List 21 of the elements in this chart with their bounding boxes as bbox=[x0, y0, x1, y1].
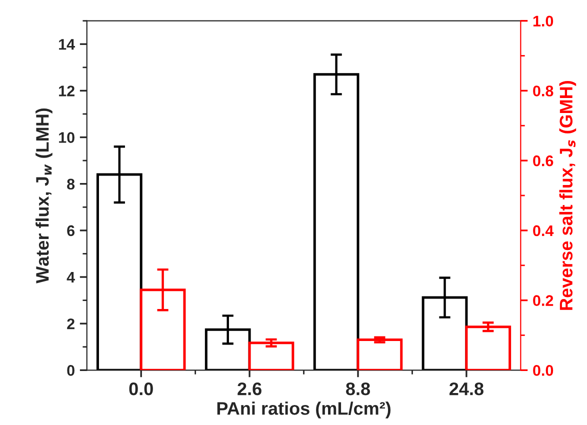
y2-tick-label: 0.8 bbox=[533, 86, 554, 96]
y2-tick-label: 1.0 bbox=[533, 16, 554, 27]
x-tick-label: 2.6 bbox=[238, 382, 262, 396]
y2-tick-label: 0.0 bbox=[533, 365, 554, 376]
y-tick-label: 2 bbox=[67, 318, 74, 330]
y-tick-label: 10 bbox=[59, 132, 74, 143]
y-tick-label: 6 bbox=[67, 225, 75, 236]
x-tick-label: 24.8 bbox=[450, 382, 484, 396]
y-tick-label: 0 bbox=[67, 365, 74, 376]
y-axis-title: Water flux, J$_{w}$ (LMH) bbox=[36, 108, 52, 284]
x-axis-title: PAni ratios (mL/cm²) bbox=[217, 402, 390, 418]
x-tick-label: 0.0 bbox=[129, 382, 153, 396]
y2-tick-label: 0.2 bbox=[533, 295, 554, 306]
y2-tick-label: 0.4 bbox=[533, 225, 554, 236]
y2-axis-title: Reverse salt flux, J$_{s}$ (GMH) bbox=[559, 81, 576, 310]
y2-tick-label: 0.6 bbox=[533, 155, 554, 166]
y-tick-label: 8 bbox=[67, 178, 75, 190]
y-tick-label: 4 bbox=[66, 272, 75, 283]
x-tick-label: 8.8 bbox=[346, 382, 370, 396]
y-tick-label: 14 bbox=[59, 39, 75, 50]
y-tick-label: 12 bbox=[59, 86, 74, 96]
